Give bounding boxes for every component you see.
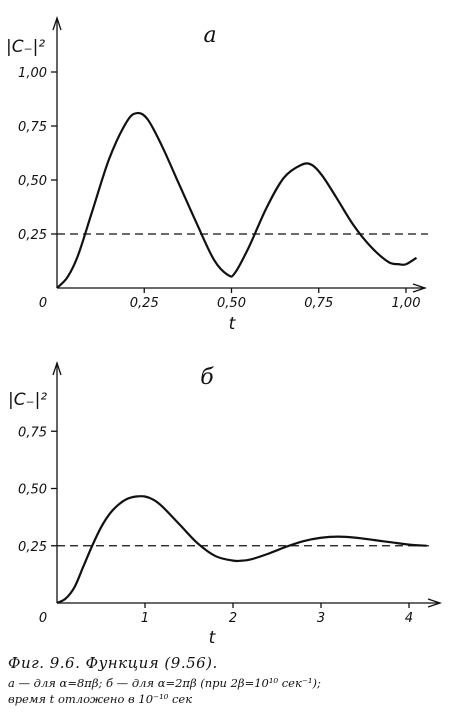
- x-tick-label: 0,25: [130, 296, 159, 311]
- x-tick-label: 0: [39, 611, 47, 626]
- y-tick-label: 0,50: [18, 174, 47, 189]
- x-axis-arrow: [427, 598, 443, 608]
- x-tick-label: 3: [317, 611, 325, 626]
- chart-panel-1: 0,25 0,50 0,75 1,00 0 0,25 0,50 0,75 1,00 |C₋|² t a: [6, 15, 428, 334]
- x-tick-label: 0,50: [217, 296, 246, 311]
- figure: 0,25 0,50 0,75 1,00 0 0,25 0,50 0,75 1,00 |C₋|² t a…: [6, 15, 443, 648]
- y-axis-arrow: [52, 15, 62, 31]
- y-tick-label: 0,25: [18, 228, 47, 243]
- panel-label: б: [200, 365, 214, 390]
- y-axis-arrow: [52, 360, 62, 376]
- caption-line-1: а — для α=8πβ; б — для α=2πβ (при 2β=10¹…: [8, 676, 321, 690]
- x-tick-label: 1,00: [392, 296, 421, 311]
- y-axis-title: |C₋|²: [6, 37, 45, 57]
- y-tick-label: 0,25: [18, 540, 47, 555]
- figure-caption: Фиг. 9.6. Функция (9.56). а — для α=8πβ;…: [8, 654, 466, 707]
- series-line: [56, 111, 418, 289]
- x-tick-label: 1: [141, 611, 149, 626]
- x-tick-label: 0,75: [304, 296, 333, 311]
- x-axis-title: t: [229, 314, 237, 334]
- x-axis-title: t: [209, 628, 217, 648]
- y-tick-label: 0,75: [18, 425, 47, 440]
- series-line: [56, 495, 427, 605]
- x-tick-label: 4: [405, 611, 413, 626]
- chart-panel-2: 0,25 0,50 0,75 0 1 2 3 4 |C₋|² t б: [8, 360, 443, 648]
- y-tick-label: 1,00: [18, 66, 47, 81]
- panel-label: a: [203, 23, 216, 48]
- x-axis-arrow: [412, 283, 428, 293]
- x-tick-label: 0: [39, 296, 47, 311]
- caption-line-2: время t отложено в 10⁻¹⁰ сек: [8, 692, 193, 706]
- caption-title: Фиг. 9.6. Функция (9.56).: [8, 654, 218, 672]
- y-tick-label: 0,75: [18, 120, 47, 135]
- y-axis-title: |C₋|²: [8, 390, 47, 410]
- y-tick-label: 0,50: [18, 483, 47, 498]
- x-tick-label: 2: [229, 611, 237, 626]
